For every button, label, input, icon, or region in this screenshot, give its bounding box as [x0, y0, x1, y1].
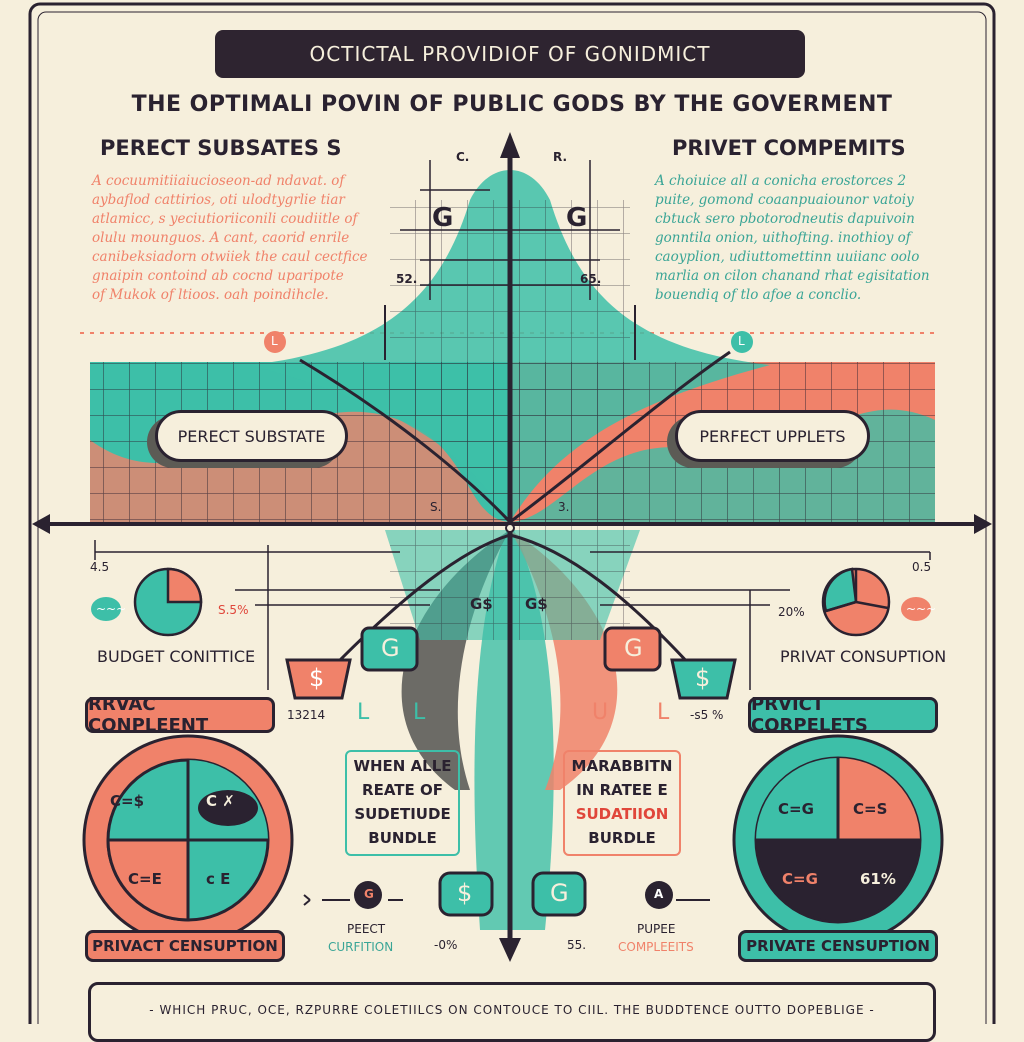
label-origin-right: 3.: [558, 500, 570, 514]
label-r: R.: [553, 150, 568, 164]
left-paragraph: A cocuumitiiaiuciosеоп-ad ndavat. of ayba…: [92, 173, 368, 303]
private-censuption-button[interactable]: PRIVATE CENSUPTION: [738, 930, 938, 962]
perfect-upplets-pill[interactable]: PERFECT UPPLETS: [675, 410, 870, 462]
label-g-low-left: G$: [470, 595, 493, 613]
label-l-left: L: [271, 334, 278, 348]
prvict-corpelets-button[interactable]: PRVICT CORPELETS: [748, 694, 938, 736]
subtitle: THE OPTIMALI POVIN OF PUBLIC GODS BY THE…: [131, 92, 893, 117]
budget-badge: ~~~: [96, 602, 127, 616]
indifference-curve-left: [299, 358, 512, 524]
label-l-right: L: [738, 334, 745, 348]
tag-l4: L: [657, 700, 670, 725]
private-consumption-label: PRIVAT CONSUPTION: [780, 647, 947, 666]
rrvac-complement-button[interactable]: RRVAC CONPLEENT: [85, 694, 275, 736]
number-bottom-right: 55.: [567, 938, 587, 952]
big-pie-left-q3: C=E: [128, 870, 162, 888]
privact-censuption-button[interactable]: PRIVACT CENSUPTION: [85, 930, 285, 962]
private-badge: ~~~: [906, 602, 937, 616]
label-c: C.: [456, 150, 470, 164]
label-g-left: G: [432, 203, 454, 233]
money-tag-2[interactable]: G: [381, 634, 400, 662]
label-x-left: 4.5: [90, 560, 110, 574]
indifference-curve-right: [509, 350, 731, 524]
perfect-substate-pill[interactable]: PERECT SUBSTATE: [155, 410, 348, 462]
label-65: 65.: [580, 272, 602, 286]
big-pie-left-q4: c E: [206, 870, 231, 888]
private-pct: 20%: [778, 605, 805, 619]
footer-caption: - WHICH PRUC, OCE, RZPURRE COLETIILCS ON…: [88, 982, 936, 1042]
perfect-caption-2: CURFITION: [328, 940, 394, 954]
number-right: -s5 %: [690, 708, 724, 722]
pie-right: [821, 567, 891, 637]
badge-g[interactable]: G: [364, 887, 374, 901]
label-origin-left: S.: [430, 500, 442, 514]
money-tag-4[interactable]: $: [695, 664, 711, 692]
right-heading: PRIVET COMPEMITS: [672, 136, 906, 160]
big-pie-right-q3: C=G: [782, 870, 818, 888]
tag-l3: U: [592, 700, 609, 725]
big-pie-left-q1: C=$: [110, 792, 145, 810]
label-x-right: 0.5: [912, 560, 932, 574]
money-tag-3[interactable]: G: [624, 634, 643, 662]
budget-pct: S.5%: [218, 603, 249, 617]
badge-a[interactable]: A: [654, 887, 664, 901]
big-pie-right-q1: C=G: [778, 800, 814, 818]
title-banner: OCTICTAL PROVIDIOF OF GONIDMICT: [215, 30, 805, 78]
big-pie-right-q4: 61%: [860, 870, 896, 888]
substation-bundle-box: MARABBITN IN RATEE E SUDATIION BURDLE: [563, 750, 681, 856]
left-heading: PERECT SUBSATES S: [100, 136, 342, 160]
number-left: 13214: [287, 708, 326, 722]
right-paragraph: A choiuice all a conicha erostorces 2 pui…: [655, 173, 930, 303]
money-tag-1[interactable]: $: [309, 664, 325, 692]
big-pie-right: [732, 734, 944, 946]
outer-frame: [28, 2, 996, 1024]
number-bottom-left: -0%: [434, 938, 458, 952]
big-pie-left-q2: C ✗: [206, 792, 235, 810]
substitute-bundle-box: WHEN ALLE REATE OF SUDETIUDE BUNDLE: [345, 750, 460, 856]
big-pie-right-q2: C=S: [853, 800, 888, 818]
money-tag-6[interactable]: G: [550, 879, 569, 907]
pure-caption-1: PUPEE: [637, 922, 676, 936]
label-g-right: G: [566, 203, 588, 233]
tag-l1: L: [357, 700, 370, 725]
tag-l2: L: [413, 700, 426, 725]
pure-caption-2: COMPLEEITS: [618, 940, 694, 954]
perfect-caption-1: PEECT: [347, 922, 386, 936]
label-52: 52.: [396, 272, 418, 286]
pie-left: [133, 567, 203, 637]
money-tag-5[interactable]: $: [457, 879, 473, 907]
big-pie-left: [82, 734, 294, 946]
label-g-low-right: G$: [525, 595, 548, 613]
budget-label: BUDGET CONITTICE: [97, 647, 256, 666]
